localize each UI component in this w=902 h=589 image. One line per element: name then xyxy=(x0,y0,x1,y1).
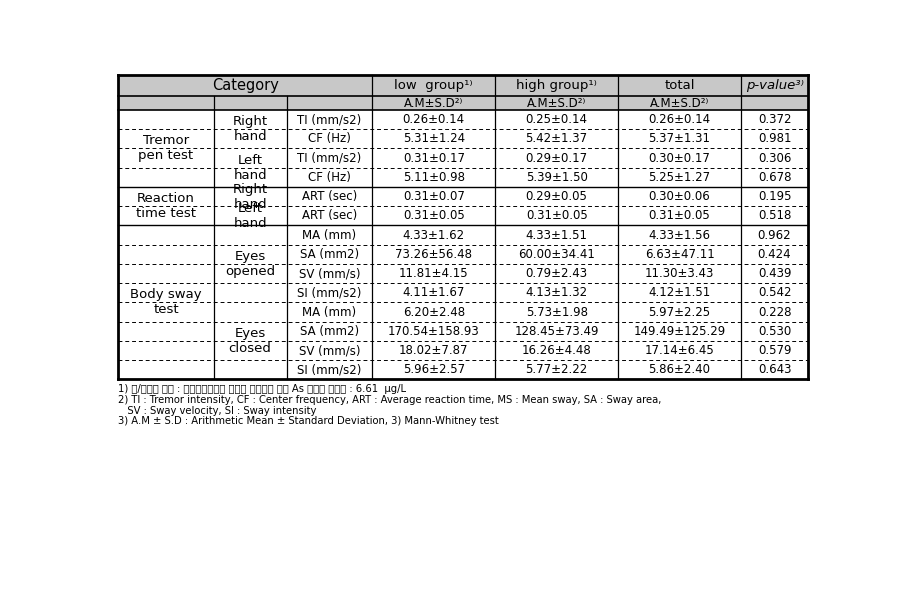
Text: SI (mm/s2): SI (mm/s2) xyxy=(297,286,362,299)
Text: SV (mm/s): SV (mm/s) xyxy=(299,344,360,357)
Text: TI (mm/s2): TI (mm/s2) xyxy=(297,151,361,164)
Text: 5.31±1.24: 5.31±1.24 xyxy=(402,133,465,145)
Text: 5.97±2.25: 5.97±2.25 xyxy=(648,306,710,319)
Text: 4.12±1.51: 4.12±1.51 xyxy=(648,286,710,299)
Text: CF (Hz): CF (Hz) xyxy=(308,171,351,184)
Text: Right
hand: Right hand xyxy=(233,115,267,143)
Text: 60.00±34.41: 60.00±34.41 xyxy=(518,248,594,261)
Text: 0.31±0.05: 0.31±0.05 xyxy=(648,209,710,222)
Text: 11.30±3.43: 11.30±3.43 xyxy=(644,267,713,280)
Text: 0.962: 0.962 xyxy=(757,229,790,241)
Text: ART (sec): ART (sec) xyxy=(301,209,356,222)
Text: Eyes
opened: Eyes opened xyxy=(225,250,275,278)
Text: 0.678: 0.678 xyxy=(757,171,790,184)
Text: A.M±S.D²⁾: A.M±S.D²⁾ xyxy=(403,97,463,110)
Text: Left
hand: Left hand xyxy=(233,154,267,181)
Text: MA (mm): MA (mm) xyxy=(302,306,356,319)
Text: 6.63±47.11: 6.63±47.11 xyxy=(644,248,713,261)
Text: 4.33±1.62: 4.33±1.62 xyxy=(402,229,465,241)
Text: CF (Hz): CF (Hz) xyxy=(308,133,351,145)
Text: 4.13±1.32: 4.13±1.32 xyxy=(525,286,587,299)
Text: TI (mm/s2): TI (mm/s2) xyxy=(297,113,361,126)
Text: 17.14±6.45: 17.14±6.45 xyxy=(644,344,713,357)
Text: MA (mm): MA (mm) xyxy=(302,229,356,241)
Text: Eyes
closed: Eyes closed xyxy=(228,327,272,355)
Text: SA (mm2): SA (mm2) xyxy=(299,325,359,338)
Text: 0.518: 0.518 xyxy=(757,209,790,222)
Text: 73.26±56.48: 73.26±56.48 xyxy=(395,248,472,261)
Text: Reaction
time test: Reaction time test xyxy=(136,192,196,220)
Text: 18.02±7.87: 18.02±7.87 xyxy=(399,344,468,357)
Text: 0.30±0.17: 0.30±0.17 xyxy=(648,151,710,164)
Text: 0.29±0.17: 0.29±0.17 xyxy=(525,151,587,164)
Text: Left
hand: Left hand xyxy=(233,202,267,230)
Text: A.M±S.D²⁾: A.M±S.D²⁾ xyxy=(527,97,585,110)
Text: 5.42±1.37: 5.42±1.37 xyxy=(525,133,587,145)
Text: 0.30±0.06: 0.30±0.06 xyxy=(648,190,710,203)
Text: 5.73±1.98: 5.73±1.98 xyxy=(525,306,587,319)
Text: 5.77±2.22: 5.77±2.22 xyxy=(525,363,587,376)
Bar xyxy=(118,75,807,110)
Text: Body sway
test: Body sway test xyxy=(130,289,201,316)
Text: SI (mm/s2): SI (mm/s2) xyxy=(297,363,362,376)
Text: 4.33±1.51: 4.33±1.51 xyxy=(525,229,587,241)
Text: 0.31±0.05: 0.31±0.05 xyxy=(525,209,587,222)
Text: 0.424: 0.424 xyxy=(757,248,790,261)
Text: SV : Sway velocity, SI : Sway intensity: SV : Sway velocity, SI : Sway intensity xyxy=(118,406,317,416)
Text: 0.31±0.05: 0.31±0.05 xyxy=(402,209,465,222)
Text: 0.579: 0.579 xyxy=(757,344,790,357)
Text: 5.86±2.40: 5.86±2.40 xyxy=(648,363,710,376)
Text: 0.530: 0.530 xyxy=(757,325,790,338)
Text: 0.439: 0.439 xyxy=(757,267,790,280)
Text: 5.25±1.27: 5.25±1.27 xyxy=(648,171,710,184)
Bar xyxy=(118,110,807,379)
Text: 0.79±2.43: 0.79±2.43 xyxy=(525,267,587,280)
Text: SV (mm/s): SV (mm/s) xyxy=(299,267,360,280)
Text: 6.20±2.48: 6.20±2.48 xyxy=(402,306,465,319)
Text: 4.33±1.56: 4.33±1.56 xyxy=(648,229,710,241)
Text: 0.195: 0.195 xyxy=(757,190,790,203)
Text: SA (mm2): SA (mm2) xyxy=(299,248,359,261)
Text: 170.54±158.93: 170.54±158.93 xyxy=(388,325,479,338)
Text: 149.49±125.29: 149.49±125.29 xyxy=(632,325,725,338)
Text: 0.306: 0.306 xyxy=(757,151,790,164)
Text: 0.542: 0.542 xyxy=(757,286,790,299)
Text: 0.26±0.14: 0.26±0.14 xyxy=(402,113,465,126)
Text: total: total xyxy=(664,79,694,92)
Text: 1) 상/하위군 분류 : 체위반응검사에 잘여한 초등학생 뇨외 As 농도의 중위수 : 6.61  μg/L: 1) 상/하위군 분류 : 체위반응검사에 잘여한 초등학생 뇨외 As 농도의… xyxy=(118,384,406,394)
Text: p-value³⁾: p-value³⁾ xyxy=(745,79,803,92)
Text: 5.37±1.31: 5.37±1.31 xyxy=(648,133,710,145)
Text: 0.31±0.07: 0.31±0.07 xyxy=(402,190,465,203)
Text: low  group¹⁾: low group¹⁾ xyxy=(394,79,473,92)
Text: ART (sec): ART (sec) xyxy=(301,190,356,203)
Text: 0.25±0.14: 0.25±0.14 xyxy=(525,113,587,126)
Text: high group¹⁾: high group¹⁾ xyxy=(516,79,596,92)
Text: 16.26±4.48: 16.26±4.48 xyxy=(521,344,591,357)
Text: 0.26±0.14: 0.26±0.14 xyxy=(648,113,710,126)
Text: 2) TI : Tremor intensity, CF : Center frequency, ART : Average reaction time, MS: 2) TI : Tremor intensity, CF : Center fr… xyxy=(118,395,661,405)
Text: 0.372: 0.372 xyxy=(757,113,790,126)
Text: 0.228: 0.228 xyxy=(757,306,790,319)
Text: Right
hand: Right hand xyxy=(233,183,267,211)
Text: 5.39±1.50: 5.39±1.50 xyxy=(525,171,587,184)
Text: A.M±S.D²⁾: A.M±S.D²⁾ xyxy=(649,97,708,110)
Text: 11.81±4.15: 11.81±4.15 xyxy=(399,267,468,280)
Text: 0.31±0.17: 0.31±0.17 xyxy=(402,151,465,164)
Text: 0.981: 0.981 xyxy=(757,133,790,145)
Text: Tremor
pen test: Tremor pen test xyxy=(138,134,193,163)
Text: 3) A.M ± S.D : Arithmetic Mean ± Standard Deviation, 3) Mann-Whitney test: 3) A.M ± S.D : Arithmetic Mean ± Standar… xyxy=(118,416,499,426)
Text: Category: Category xyxy=(212,78,279,93)
Text: 128.45±73.49: 128.45±73.49 xyxy=(514,325,598,338)
Text: 4.11±1.67: 4.11±1.67 xyxy=(402,286,465,299)
Text: 0.29±0.05: 0.29±0.05 xyxy=(525,190,587,203)
Text: 5.11±0.98: 5.11±0.98 xyxy=(402,171,465,184)
Text: 5.96±2.57: 5.96±2.57 xyxy=(402,363,465,376)
Text: 0.643: 0.643 xyxy=(757,363,790,376)
